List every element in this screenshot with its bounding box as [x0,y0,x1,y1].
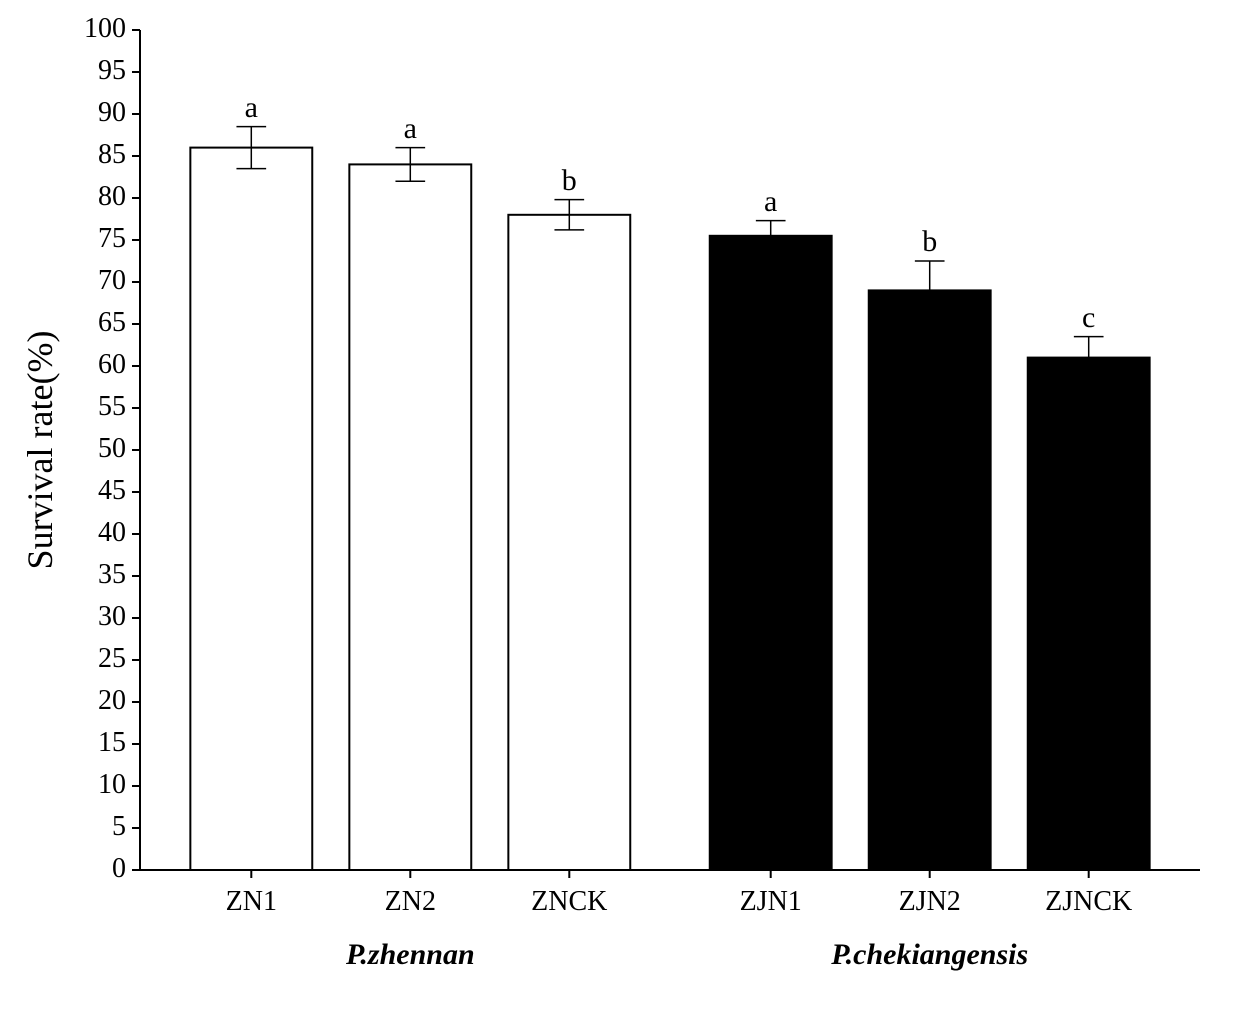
y-tick-label: 45 [98,475,126,507]
y-tick-label: 50 [98,433,126,465]
x-tick-label-ZJN2: ZJN2 [860,886,1000,918]
y-tick-label: 100 [84,13,126,45]
chart-overlay: 0 5 10 15 20 25 30 35 40 45 50 55 60 65 70 75 80 85 90 95 10… [0,0,1240,1020]
y-tick-label: 55 [98,391,126,423]
y-tick-label: 85 [98,139,126,171]
y-tick-label: 0 [112,853,126,885]
y-tick-label: 10 [98,769,126,801]
x-tick-label-ZJNCK: ZJNCK [1019,886,1159,918]
y-tick-label: 25 [98,643,126,675]
x-tick-label-ZN1: ZN1 [181,886,321,918]
group-label: P.zhennan [230,938,590,972]
sig-label-ZJNCK: c [1069,301,1109,335]
y-tick-label: 35 [98,559,126,591]
y-tick-label: 70 [98,265,126,297]
y-tick-label: 20 [98,685,126,717]
y-tick-label: 30 [98,601,126,633]
chart-container: 0 5 10 15 20 25 30 35 40 45 50 55 60 65 70 75 80 85 90 95 10… [0,0,1240,1020]
x-tick-label-ZN2: ZN2 [340,886,480,918]
x-tick-label-ZNCK: ZNCK [499,886,639,918]
y-tick-label: 40 [98,517,126,549]
y-axis-label: Survival rate(%) [19,331,61,570]
sig-label-ZNCK: b [549,164,589,198]
y-tick-label: 15 [98,727,126,759]
y-tick-label: 65 [98,307,126,339]
y-tick-label: 90 [98,97,126,129]
y-tick-label: 60 [98,349,126,381]
sig-label-ZN1: a [231,91,271,125]
x-tick-label-ZJN1: ZJN1 [701,886,841,918]
sig-label-ZJN1: a [751,185,791,219]
y-tick-label: 95 [98,55,126,87]
sig-label-ZN2: a [390,112,430,146]
sig-label-ZJN2: b [910,225,950,259]
group-label: P.chekiangensis [750,938,1110,972]
y-tick-label: 80 [98,181,126,213]
y-tick-label: 5 [112,811,126,843]
y-tick-label: 75 [98,223,126,255]
